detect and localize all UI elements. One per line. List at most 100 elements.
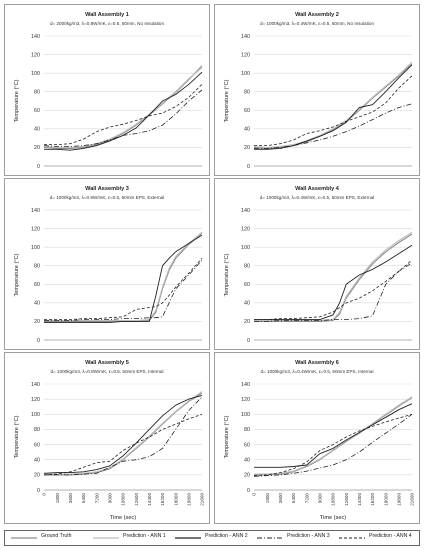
- y-tick-label: 80: [34, 264, 40, 270]
- chart-title: Wall Assembly 5: [85, 360, 129, 366]
- legend-label: Ground Truth: [41, 533, 72, 539]
- y-tick-label: 80: [34, 427, 40, 433]
- legend: Ground Truth Prediction - ANN 1 Predicti…: [4, 530, 420, 546]
- y-tick-label: 100: [241, 245, 250, 251]
- y-tick-label: 140: [241, 208, 250, 214]
- y-axis-label: Temperature (°C): [14, 79, 20, 122]
- chart-panel-5: Wall Assembly 5 d= 1000kg/m3, λ=0.8W/mK, …: [4, 352, 210, 524]
- y-tick-label: 60: [34, 108, 40, 114]
- series-line-prediction-ann-1: [254, 396, 413, 475]
- legend-swatch: [11, 537, 37, 539]
- x-tick-label: 3600: [278, 493, 283, 504]
- series-line-prediction-ann-3: [44, 259, 203, 321]
- y-tick-label: 140: [241, 382, 250, 388]
- series-line-prediction-ann-3: [253, 413, 413, 477]
- y-tick-label: 20: [244, 145, 250, 151]
- y-tick-label: 20: [34, 473, 40, 479]
- chart-panel-6: Wall Assembly 6 d= 1000kg/m3, λ=0.4W/mK, …: [214, 352, 420, 524]
- x-tick-label: 10800: [121, 493, 126, 506]
- y-tick-label: 0: [247, 164, 250, 170]
- x-tick-label: 12600: [344, 493, 349, 506]
- series-line-prediction-ann-2: [254, 403, 413, 468]
- series-line-ground-truth: [254, 233, 413, 322]
- y-axis-label: Temperature (°C): [224, 415, 230, 458]
- series-line-prediction-ann-2: [44, 234, 203, 323]
- legend-label: Prediction - ANN 2: [205, 533, 248, 539]
- y-tick-label: 120: [31, 52, 40, 58]
- x-tick-label: 12600: [134, 493, 139, 506]
- chart-subtitle: d= 1000kg/m3, λ=0.4W/mK, ε=0.5, 50mm, No…: [260, 21, 374, 26]
- y-tick-label: 60: [244, 108, 250, 114]
- chart-subtitle: d= 1000kg/m3, λ=0.4W/mK, ε=0.5, 50mm EPS…: [260, 195, 375, 200]
- x-tick-label: 18000: [173, 493, 178, 506]
- panel-frame: [4, 352, 210, 524]
- x-tick-label: 5400: [81, 493, 86, 504]
- y-tick-label: 120: [31, 397, 40, 403]
- y-tick-label: 20: [34, 319, 40, 325]
- series-line-prediction-ann-4: [254, 75, 413, 147]
- y-tick-label: 40: [34, 301, 40, 307]
- series-line-prediction-ann-1: [253, 61, 413, 148]
- chart-subtitle: d= 1000kg/m3, λ=0.8W/mK, ε=0.5, 50mm EPS…: [50, 195, 165, 200]
- y-tick-label: 0: [37, 164, 40, 170]
- legend-swatch: [175, 537, 201, 539]
- y-axis-label: Temperature (°C): [224, 79, 230, 122]
- x-tick-label: 3600: [68, 493, 73, 504]
- chart-subtitle: d= 2000kg/m3, λ=0.8W/mK, ε=0.5, 50mm, No…: [50, 21, 164, 26]
- series-line-prediction-ann-4: [253, 413, 413, 476]
- legend-label: Prediction - ANN 1: [123, 533, 166, 539]
- chart-panel-3: Wall Assembly 3 d= 1000kg/m3, λ=0.8W/mK, …: [4, 178, 210, 350]
- y-tick-label: 20: [244, 473, 250, 479]
- chart-title: Wall Assembly 1: [85, 12, 129, 18]
- y-tick-label: 0: [37, 488, 40, 494]
- y-tick-label: 0: [247, 488, 250, 494]
- y-tick-label: 40: [244, 127, 250, 133]
- series-line-prediction-ann-2: [254, 64, 413, 150]
- x-tick-label: 9000: [317, 493, 322, 504]
- y-tick-label: 60: [34, 442, 40, 448]
- panel-frame: [214, 352, 420, 524]
- series-line-prediction-ann-4: [44, 84, 203, 146]
- x-tick-label: 21600: [410, 493, 415, 506]
- series-line-ground-truth: [43, 65, 203, 149]
- legend-swatch: [93, 537, 119, 539]
- series-line-prediction-ann-4: [44, 258, 203, 321]
- y-tick-label: 80: [244, 264, 250, 270]
- y-tick-label: 120: [241, 397, 250, 403]
- series-line-prediction-ann-3: [254, 103, 413, 149]
- legend-label: Prediction - ANN 3: [287, 533, 330, 539]
- chart-panel-4: Wall Assembly 4 d= 1000kg/m3, λ=0.4W/mK, …: [214, 178, 420, 350]
- y-tick-label: 100: [31, 412, 40, 418]
- y-tick-label: 40: [244, 458, 250, 464]
- y-tick-label: 0: [37, 338, 40, 344]
- x-tick-label: 19800: [396, 493, 401, 506]
- x-tick-label: 16200: [160, 493, 165, 506]
- panel-frame: [4, 4, 210, 176]
- chart-title: Wall Assembly 6: [295, 360, 339, 366]
- x-tick-label: 14400: [147, 493, 152, 506]
- y-tick-label: 40: [34, 127, 40, 133]
- y-axis-label: Temperature (°C): [14, 253, 20, 296]
- x-tick-label: 0: [252, 493, 257, 496]
- x-tick-label: 7200: [304, 493, 309, 504]
- series-line-prediction-ann-3: [44, 396, 203, 476]
- y-tick-label: 140: [31, 382, 40, 388]
- x-tick-label: 10800: [331, 493, 336, 506]
- x-tick-label: 16200: [370, 493, 375, 506]
- series-line-prediction-ann-1: [44, 391, 203, 475]
- series-line-prediction-ann-2: [254, 244, 413, 321]
- y-tick-label: 100: [31, 245, 40, 251]
- x-tick-label: 14400: [357, 493, 362, 506]
- chart-title: Wall Assembly 3: [85, 186, 129, 192]
- x-tick-label: 21600: [200, 493, 205, 506]
- y-tick-label: 20: [244, 319, 250, 325]
- x-tick-label: 1800: [265, 493, 270, 504]
- y-tick-label: 100: [241, 412, 250, 418]
- series-line-prediction-ann-3: [254, 262, 413, 322]
- y-tick-label: 80: [244, 427, 250, 433]
- y-tick-label: 40: [244, 301, 250, 307]
- series-line-ground-truth: [253, 63, 413, 149]
- series-line-ground-truth: [254, 397, 413, 476]
- x-tick-label: 9000: [107, 493, 112, 504]
